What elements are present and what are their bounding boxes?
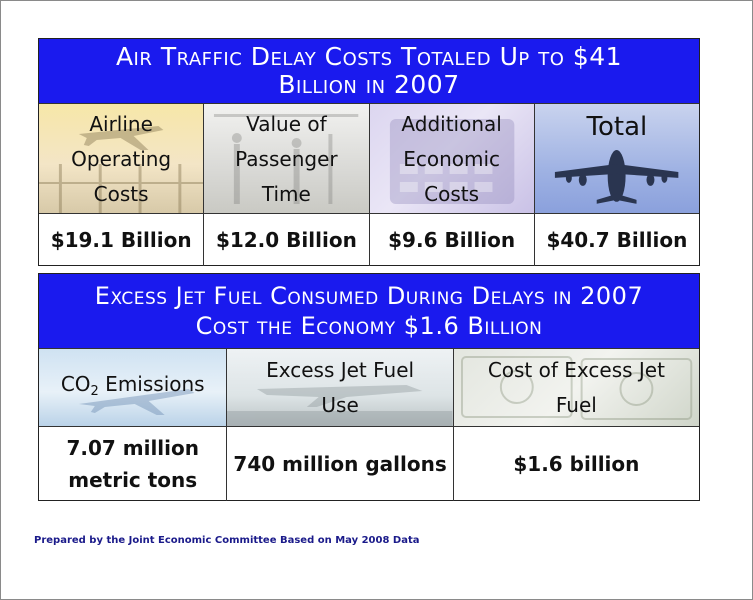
co2-label-rest: Emissions (98, 372, 205, 396)
value-excess-fuel-use: 740 million gallons (226, 427, 452, 501)
excess-fuel-panel: Excess Jet Fuel Consumed During Delays i… (38, 273, 700, 501)
header-airline-operating-costs: Airline Operating Costs (39, 104, 204, 214)
calculator-icon (389, 119, 514, 204)
header-line: Use (321, 393, 359, 417)
terminal-passengers-icon (214, 114, 359, 204)
header-co2-emissions: CO2 Emissions (39, 349, 227, 427)
header-total-label: Total (586, 112, 648, 142)
header-additional-economic-costs: Additional Economic Costs (368, 104, 534, 214)
header-excess-fuel-use: Excess Jet Fuel Use (226, 349, 453, 427)
private-jet-icon (227, 385, 453, 427)
value-line: $1.6 billion (513, 452, 640, 476)
header-line: Cost of Excess Jet (487, 358, 665, 382)
value-text: $12.0 Billion (215, 228, 357, 252)
value-text: $9.6 Billion (388, 228, 516, 252)
header-total: Total (533, 104, 699, 214)
dollar-bills-icon (460, 356, 693, 420)
header-line: Costs (93, 181, 149, 206)
value-co2-emissions: 7.07 million metric tons (39, 427, 226, 501)
header-line: Costs (424, 181, 480, 206)
delay-costs-banner: Air Traffic Delay Costs Totaled Up to $4… (39, 39, 699, 103)
value-passenger-time: $12.0 Billion (203, 214, 368, 266)
value-line: 740 million gallons (233, 452, 447, 476)
value-total: $40.7 Billion (533, 214, 699, 266)
delay-costs-panel: Air Traffic Delay Costs Totaled Up to $4… (38, 38, 700, 266)
excess-fuel-header-row: CO2 Emissions Excess Jet Fuel Use (39, 348, 699, 427)
header-cost-excess-fuel: Cost of Excess Jet Fuel (452, 349, 699, 427)
delay-costs-title-line2: Billion in 2007 (278, 70, 460, 99)
value-line: 7.07 million (66, 436, 199, 460)
excess-fuel-values-row: 7.07 million metric tons 740 million gal… (39, 426, 699, 501)
delay-costs-header-row: Airline Operating Costs Value of Passeng… (39, 103, 699, 214)
value-airline-operating-costs: $19.1 Billion (39, 214, 203, 266)
airplane-sky-icon (78, 389, 195, 415)
excess-fuel-title-line2: Cost the Economy $1.6 Billion (195, 312, 543, 340)
excess-fuel-banner: Excess Jet Fuel Consumed During Delays i… (39, 274, 699, 348)
header-line: Passenger (235, 146, 338, 171)
header-line: Operating (71, 146, 172, 171)
value-line: metric tons (68, 468, 198, 492)
header-line: Airline (89, 111, 153, 136)
header-line: Value of (246, 111, 327, 136)
excess-fuel-title-line1: Excess Jet Fuel Consumed During Delays i… (94, 282, 644, 310)
co2-label-subscript: 2 (90, 384, 99, 399)
delay-costs-title-line1: Air Traffic Delay Costs Totaled Up to $4… (115, 42, 623, 71)
delay-costs-values-row: $19.1 Billion $12.0 Billion $9.6 Billion… (39, 213, 699, 266)
value-cost-excess-fuel: $1.6 billion (452, 427, 699, 501)
header-line: Fuel (555, 393, 597, 417)
header-line: Economic (403, 146, 501, 171)
jet-airliner-icon (554, 150, 679, 204)
airport-plane-icon (39, 126, 204, 214)
header-line: Excess Jet Fuel (266, 358, 415, 382)
source-footnote: Prepared by the Joint Economic Committee… (34, 535, 420, 546)
value-text: $40.7 Billion (546, 228, 688, 252)
co2-label-main: CO (60, 372, 91, 396)
header-line: Time (261, 181, 311, 206)
header-line: Additional (401, 111, 502, 136)
value-additional-economic-costs: $9.6 Billion (368, 214, 534, 266)
value-text: $19.1 Billion (50, 228, 192, 252)
header-passenger-time: Value of Passenger Time (203, 104, 369, 214)
